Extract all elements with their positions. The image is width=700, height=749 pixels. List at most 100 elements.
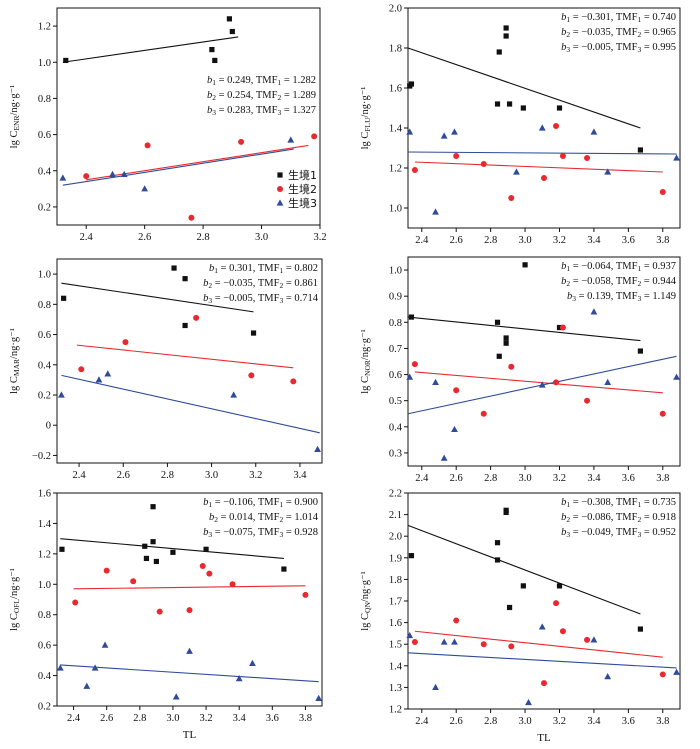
x-tick-label: 3.8 — [656, 235, 669, 246]
data-point-habitat-1 — [637, 348, 644, 354]
data-point-habitat-2 — [553, 600, 560, 607]
x-tick-label: 2.4 — [73, 470, 87, 481]
x-tick-label: 2.8 — [197, 232, 210, 243]
data-point-habitat-1 — [506, 101, 513, 107]
y-tick-label: 1.4 — [38, 519, 52, 530]
regression-annotation: b3 = −0.005, TMF3 = 0.714 — [203, 293, 319, 305]
data-point-habitat-1 — [494, 557, 501, 563]
regression-annotation: b1 = −0.308, TMF1 = 0.735 — [561, 497, 676, 509]
data-point-habitat-2 — [508, 363, 515, 370]
data-point-habitat-3 — [440, 132, 448, 139]
legend-marker — [277, 186, 283, 192]
y-tick-label: 1.9 — [389, 553, 402, 564]
data-point-habitat-3 — [604, 378, 612, 385]
data-point-habitat-1 — [556, 583, 563, 589]
y-tick-label: 0.3 — [389, 448, 402, 459]
data-point-habitat-1 — [503, 335, 509, 341]
legend-label: 生境2 — [288, 182, 317, 196]
data-point-habitat-3 — [186, 647, 193, 654]
data-point-habitat-1 — [209, 46, 215, 53]
data-point-habitat-3 — [56, 664, 64, 671]
data-point-habitat-3 — [120, 170, 128, 177]
y-tick-label: 1.5 — [389, 640, 402, 651]
x-tick-label: 3.2 — [553, 235, 566, 246]
x-tick-label: 3.2 — [249, 470, 262, 481]
data-point-habitat-1 — [503, 33, 509, 39]
data-point-habitat-3 — [590, 636, 598, 643]
data-point-habitat-2 — [199, 563, 206, 570]
data-point-habitat-2 — [541, 680, 547, 687]
y-tick-label: 1.8 — [389, 575, 402, 586]
x-tick-label: 2.6 — [450, 716, 463, 727]
legend-marker — [276, 199, 284, 206]
fit-line-2 — [76, 344, 294, 369]
data-point-habitat-3 — [59, 174, 67, 181]
data-point-habitat-3 — [83, 682, 91, 689]
x-tick-label: 3.0 — [255, 232, 268, 243]
regression-annotation: b3 = −0.075, TMF3 = 0.928 — [203, 527, 318, 539]
x-tick-label: 3.4 — [293, 470, 307, 481]
data-point-habitat-2 — [453, 153, 460, 159]
x-tick-label: 3.4 — [587, 716, 601, 727]
data-point-habitat-1 — [226, 16, 233, 22]
x-axis-label: TL — [183, 729, 197, 741]
data-point-habitat-2 — [584, 636, 591, 643]
x-tick-label: 2.6 — [138, 232, 151, 243]
y-axis-label: lg CMAR/ng·g⁻¹ — [9, 328, 21, 394]
x-tick-label: 3.2 — [553, 716, 566, 727]
plot-frame — [407, 7, 681, 229]
y-axis-label: lg CNOR/ng·g⁻¹ — [360, 329, 372, 394]
x-tick-label: 3.6 — [622, 473, 635, 484]
data-point-habitat-3 — [315, 694, 323, 701]
x-tick-label: 2.4 — [80, 232, 94, 243]
data-point-habitat-1 — [494, 540, 501, 546]
data-point-habitat-1 — [494, 101, 501, 107]
data-point-habitat-1 — [556, 105, 563, 111]
data-point-habitat-3 — [604, 168, 612, 175]
y-tick-label: 0.8 — [38, 94, 51, 105]
data-point-habitat-3 — [95, 376, 103, 383]
data-point-habitat-1 — [150, 539, 156, 545]
x-tick-label: 3.8 — [656, 716, 669, 727]
data-point-habitat-2 — [411, 639, 418, 646]
y-tick-label: 1.2 — [389, 705, 402, 716]
data-point-habitat-2 — [156, 608, 163, 615]
data-point-habitat-1 — [496, 49, 502, 55]
data-point-habitat-2 — [238, 138, 245, 145]
data-point-habitat-2 — [541, 175, 547, 181]
data-point-habitat-1 — [503, 340, 509, 346]
plot-frame — [407, 492, 681, 710]
data-point-habitat-3 — [406, 631, 414, 639]
data-point-habitat-1 — [63, 57, 69, 64]
data-point-habitat-3 — [451, 425, 458, 433]
data-point-habitat-3 — [604, 673, 612, 680]
data-point-habitat-1 — [503, 25, 509, 31]
data-point-habitat-3 — [314, 445, 321, 452]
data-point-habitat-2 — [480, 641, 487, 648]
data-point-habitat-3 — [440, 454, 448, 461]
fit-line-1 — [62, 36, 239, 63]
data-point-habitat-1 — [182, 322, 188, 329]
data-point-habitat-3 — [141, 185, 149, 192]
panel-bottom-left: 2.4 2.6 2.8 3.0 3.2 3.4 3.6 3.8 0.2 0.4 0.6 0.8 1.0 1… — [9, 489, 323, 741]
x-tick-label: 3.2 — [200, 713, 213, 724]
y-tick-label: 0.2 — [38, 702, 51, 713]
data-point-habitat-1 — [496, 353, 502, 359]
panel-middle-right: 2.4 2.6 2.8 3.0 3.2 3.4 3.6 3.8 0.3 0.4 0.5 0.6 0.7 0… — [360, 256, 681, 484]
y-axis-label: lg CFLU/ng·g⁻¹ — [360, 87, 372, 150]
plot-frame — [56, 492, 323, 707]
data-point-habitat-3 — [172, 693, 180, 700]
x-tick-label: 2.8 — [484, 473, 497, 484]
data-point-habitat-1 — [281, 566, 287, 572]
x-tick-label: 3.8 — [656, 473, 669, 484]
fit-line-1 — [407, 47, 641, 129]
data-point-habitat-2 — [553, 379, 560, 386]
data-point-habitat-2 — [83, 173, 90, 180]
data-point-habitat-3 — [101, 641, 109, 648]
x-tick-label: 3.8 — [299, 713, 312, 724]
fit-line-1 — [60, 538, 284, 559]
x-tick-label: 2.6 — [450, 235, 463, 246]
regression-annotation: b2 = −0.058, TMF2 = 0.944 — [561, 276, 677, 288]
data-point-habitat-1 — [637, 147, 644, 153]
data-point-habitat-1 — [170, 549, 176, 555]
